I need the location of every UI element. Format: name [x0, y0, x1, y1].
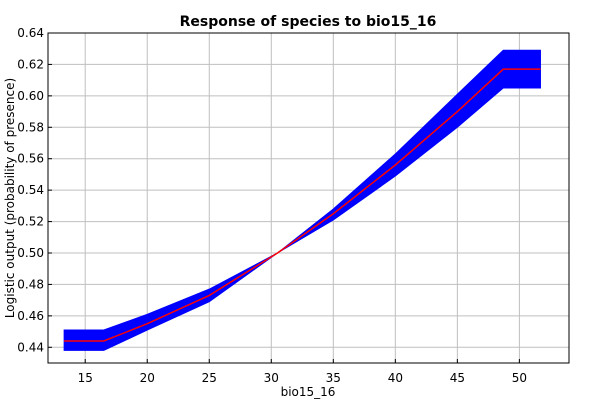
y-axis-label: Logistic output (probability of presence…: [3, 78, 17, 318]
mean-response-polyline: [64, 68, 541, 342]
x-tick-label: 50: [512, 371, 527, 385]
x-axis-label: bio15_16: [281, 385, 336, 399]
y-tick-label: 0.50: [17, 246, 44, 260]
x-tick-label: 35: [326, 371, 341, 385]
y-tick-label: 0.46: [17, 309, 44, 323]
x-tick-label: 15: [78, 371, 93, 385]
y-tick-label: 0.44: [17, 340, 44, 354]
y-tick-label: 0.60: [17, 89, 44, 103]
chart-title: Response of species to bio15_16: [180, 14, 437, 30]
x-tick-label: 40: [388, 371, 403, 385]
y-tick-label: 0.48: [17, 277, 44, 291]
x-tick-label: 20: [140, 371, 155, 385]
x-tick-label: 45: [450, 371, 465, 385]
y-tick-label: 0.64: [17, 26, 44, 40]
x-tick-label: 25: [202, 371, 217, 385]
y-tick-label: 0.54: [17, 183, 44, 197]
mean-response-line: [64, 68, 541, 342]
y-tick-label: 0.62: [17, 57, 44, 71]
x-axis-ticks: 15 20 25 30 35 40 45 50: [78, 359, 527, 385]
confidence-band-area: [63, 49, 541, 351]
y-tick-label: 0.52: [17, 215, 44, 229]
y-tick-label: 0.56: [17, 152, 44, 166]
y-axis-ticks: 0.44 0.46 0.48 0.50 0.52 0.54 0.56 0.58 0.60 0.62…: [17, 26, 52, 354]
confidence-band: [63, 49, 541, 351]
plot-frame: [47, 32, 570, 364]
grid-lines: [48, 32, 569, 363]
y-tick-label: 0.58: [17, 120, 44, 134]
x-tick-label: 30: [264, 371, 279, 385]
